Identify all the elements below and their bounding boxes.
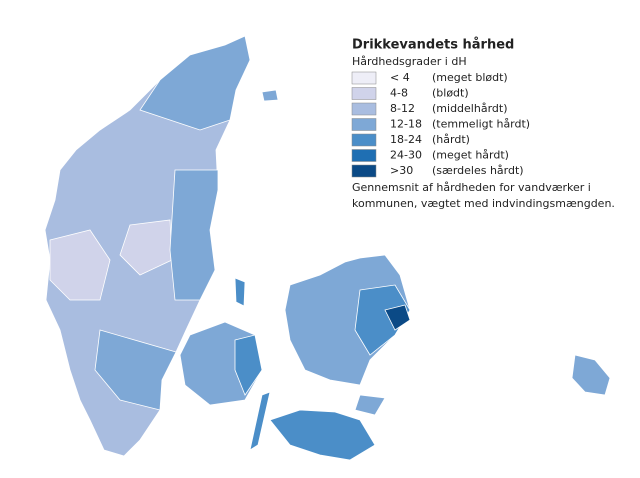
legend-swatch: [351, 118, 377, 131]
legend-range: 18-24: [390, 133, 422, 146]
copenhagen: [384, 304, 411, 331]
laeso: [261, 89, 279, 102]
funen-east: [234, 334, 263, 396]
legend-label: (middelhårdt): [432, 102, 507, 115]
map-title: Drikkevandets hårhed: [352, 38, 514, 53]
bornholm: [571, 354, 611, 396]
legend-label: (meget blødt): [432, 71, 508, 84]
langeland: [249, 391, 271, 451]
legend-label: (meget hårdt): [432, 149, 509, 162]
map-subtitle: Hårdhedsgrader i dH: [352, 55, 467, 68]
samso: [234, 277, 246, 307]
mon: [354, 394, 386, 416]
legend-range: 12-18: [390, 118, 422, 131]
note-line: kommunen, vægtet med indvindingsmængden.: [352, 197, 615, 210]
legend-swatch: [351, 149, 377, 162]
zealand-east: [354, 284, 411, 356]
legend-swatch: [351, 71, 377, 85]
legend-swatch: [351, 133, 377, 147]
east-jutland: [169, 169, 219, 301]
north-jutland: [139, 35, 251, 131]
legend-label: (temmeligt hårdt): [432, 118, 530, 131]
legend-range: 4-8: [390, 87, 408, 100]
legend-range: 24-30: [390, 149, 422, 162]
legend-range: 8-12: [390, 102, 415, 115]
note-line: Gennemsnit af hårdheden for vandværker i: [352, 181, 591, 194]
south-jutland: [94, 329, 177, 411]
legend-swatch: [351, 102, 377, 116]
legend-swatch: [351, 87, 377, 100]
legend-label: (hårdt): [432, 133, 470, 146]
map-regions: [44, 35, 611, 461]
legend-label: (særdeles hårdt): [432, 164, 524, 177]
legend-label: (blødt): [432, 87, 469, 100]
legend: < 4 (meget blødt) 4-8 (blødt) 8-12 (middelhår…: [351, 71, 530, 178]
lolland-falster: [269, 409, 376, 461]
legend-range: >30: [390, 164, 413, 177]
legend-range: < 4: [390, 71, 410, 84]
central-soft: [119, 219, 173, 276]
legend-swatch: [351, 164, 377, 178]
west-soft: [49, 229, 111, 301]
